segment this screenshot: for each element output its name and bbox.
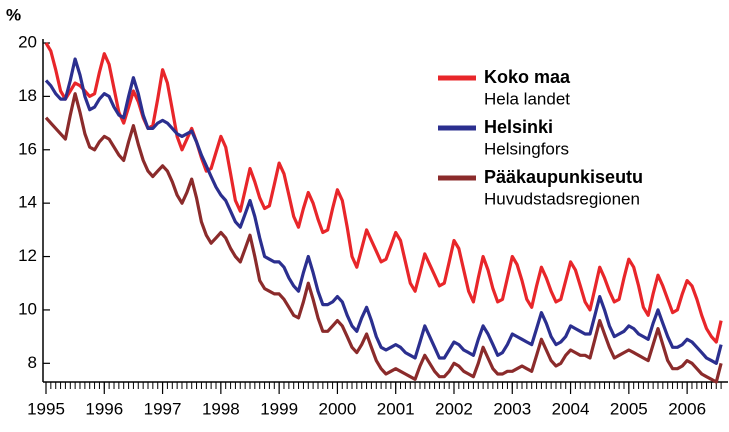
series-line <box>44 92 723 384</box>
x-tick-label: 2004 <box>552 399 590 418</box>
y-tick-label: 12 <box>18 246 37 265</box>
y-tick-label: 18 <box>18 86 37 105</box>
x-tick-label: 1998 <box>202 399 240 418</box>
x-tick-label: 1999 <box>260 399 298 418</box>
x-tick-label: 1995 <box>27 399 65 418</box>
x-tick-label: 2006 <box>668 399 706 418</box>
series-line <box>44 42 723 344</box>
x-tick-label: 1997 <box>144 399 182 418</box>
y-tick-label: 8 <box>28 353 37 372</box>
legend-name: Helsinki <box>484 117 553 137</box>
legend-subname: Helsingfors <box>484 139 569 158</box>
y-tick-label: 14 <box>18 193 37 212</box>
legend-subname: Hela landet <box>484 89 570 108</box>
x-tick-label: 2001 <box>377 399 415 418</box>
legend-name: Koko maa <box>484 67 571 87</box>
legend-name: Pääkaupunkiseutu <box>484 167 643 187</box>
x-tick-label: 2000 <box>319 399 357 418</box>
series-line <box>44 57 723 365</box>
y-unit-label: % <box>6 5 21 24</box>
legend-subname: Huvudstadsregionen <box>484 189 640 208</box>
y-tick-label: 16 <box>18 139 37 158</box>
y-tick-label: 20 <box>18 32 37 51</box>
x-tick-label: 2003 <box>493 399 531 418</box>
x-tick-label: 2002 <box>435 399 473 418</box>
x-tick-label: 2005 <box>610 399 648 418</box>
y-tick-label: 10 <box>18 299 37 318</box>
x-tick-label: 1996 <box>85 399 123 418</box>
